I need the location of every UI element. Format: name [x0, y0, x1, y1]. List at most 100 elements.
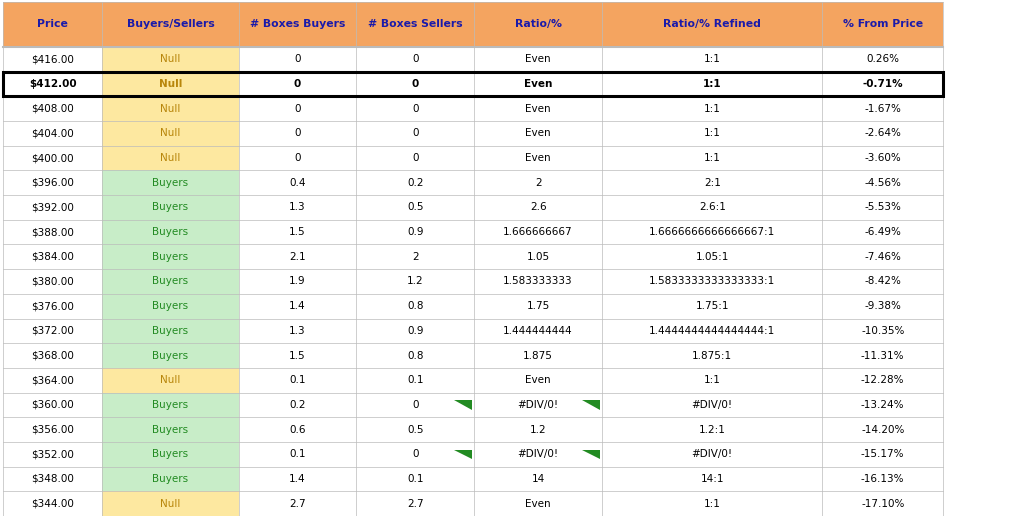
Text: Null: Null — [161, 104, 180, 114]
Bar — [239, 491, 356, 516]
Bar — [602, 195, 822, 220]
Bar — [356, 245, 474, 269]
Bar — [3, 195, 102, 220]
Bar — [102, 96, 239, 121]
Bar — [474, 220, 602, 245]
Text: $356.00: $356.00 — [32, 425, 74, 434]
Text: $360.00: $360.00 — [32, 400, 74, 410]
Bar — [356, 417, 474, 442]
Bar — [3, 442, 102, 466]
Polygon shape — [582, 449, 600, 459]
Text: Even: Even — [525, 54, 551, 64]
Text: Null: Null — [161, 153, 180, 163]
Text: 1:1: 1:1 — [703, 54, 721, 64]
Bar — [3, 294, 102, 318]
Text: 0: 0 — [412, 54, 419, 64]
Text: 1.4444444444444444:1: 1.4444444444444444:1 — [649, 326, 775, 336]
Text: 0.5: 0.5 — [407, 202, 424, 213]
Text: $412.00: $412.00 — [29, 79, 77, 89]
Text: 0: 0 — [294, 128, 301, 138]
Text: 1:1: 1:1 — [703, 128, 721, 138]
Bar — [356, 146, 474, 170]
Bar — [3, 72, 943, 96]
Bar — [474, 96, 602, 121]
Text: 0.9: 0.9 — [407, 227, 424, 237]
Bar — [239, 72, 356, 96]
Text: Ratio/% Refined: Ratio/% Refined — [664, 19, 761, 29]
Text: 14:1: 14:1 — [700, 474, 724, 484]
Text: 1:1: 1:1 — [703, 375, 721, 385]
Text: Null: Null — [161, 375, 180, 385]
Bar — [3, 491, 102, 516]
Text: Buyers: Buyers — [153, 301, 188, 311]
Text: Buyers: Buyers — [153, 350, 188, 361]
Text: 0.4: 0.4 — [289, 178, 306, 188]
Text: $364.00: $364.00 — [32, 375, 74, 385]
Bar — [3, 146, 102, 170]
Text: 1.444444444: 1.444444444 — [504, 326, 572, 336]
Text: -11.31%: -11.31% — [861, 350, 904, 361]
Text: Null: Null — [161, 128, 180, 138]
Text: 1.2: 1.2 — [529, 425, 547, 434]
Text: 0.2: 0.2 — [289, 400, 306, 410]
Bar — [102, 245, 239, 269]
Text: 0: 0 — [412, 104, 419, 114]
Bar — [602, 417, 822, 442]
Bar — [474, 368, 602, 393]
Text: #DIV/0!: #DIV/0! — [517, 449, 559, 459]
Text: Buyers/Sellers: Buyers/Sellers — [127, 19, 214, 29]
Text: Even: Even — [525, 128, 551, 138]
Text: $352.00: $352.00 — [32, 449, 74, 459]
Text: 1.583333333: 1.583333333 — [504, 277, 572, 286]
Text: $344.00: $344.00 — [32, 498, 74, 509]
Bar — [822, 121, 943, 146]
Bar — [102, 393, 239, 417]
Text: 1.6666666666666667:1: 1.6666666666666667:1 — [649, 227, 775, 237]
Bar — [602, 466, 822, 491]
Text: 0.2: 0.2 — [407, 178, 424, 188]
Bar — [602, 343, 822, 368]
Text: Even: Even — [525, 498, 551, 509]
Polygon shape — [454, 400, 472, 410]
Text: 0.1: 0.1 — [407, 375, 424, 385]
Text: 0.1: 0.1 — [289, 449, 306, 459]
Bar — [474, 491, 602, 516]
Text: 2.6:1: 2.6:1 — [698, 202, 726, 213]
Bar — [102, 318, 239, 343]
Bar — [356, 368, 474, 393]
Text: -15.17%: -15.17% — [861, 449, 904, 459]
Bar — [102, 146, 239, 170]
Bar — [822, 220, 943, 245]
Bar — [822, 269, 943, 294]
Bar — [822, 96, 943, 121]
Text: Even: Even — [525, 375, 551, 385]
Bar — [602, 96, 822, 121]
Bar — [3, 318, 102, 343]
Bar — [474, 417, 602, 442]
Bar — [239, 2, 356, 47]
Text: 0.5: 0.5 — [407, 425, 424, 434]
Text: Even: Even — [525, 153, 551, 163]
Bar — [356, 343, 474, 368]
Bar — [3, 220, 102, 245]
Bar — [474, 121, 602, 146]
Bar — [822, 466, 943, 491]
Text: $384.00: $384.00 — [32, 252, 74, 262]
Bar — [822, 2, 943, 47]
Bar — [239, 318, 356, 343]
Text: 2.1: 2.1 — [289, 252, 306, 262]
Text: $388.00: $388.00 — [32, 227, 74, 237]
Text: Buyers: Buyers — [153, 252, 188, 262]
Text: #DIV/0!: #DIV/0! — [691, 400, 733, 410]
Bar — [602, 491, 822, 516]
Text: -3.60%: -3.60% — [864, 153, 901, 163]
Bar — [602, 220, 822, 245]
Text: 1:1: 1:1 — [703, 498, 721, 509]
Text: #DIV/0!: #DIV/0! — [517, 400, 559, 410]
Text: 0: 0 — [412, 449, 419, 459]
Bar — [822, 294, 943, 318]
Bar — [356, 442, 474, 466]
Text: #DIV/0!: #DIV/0! — [691, 449, 733, 459]
Bar — [102, 368, 239, 393]
Bar — [822, 442, 943, 466]
